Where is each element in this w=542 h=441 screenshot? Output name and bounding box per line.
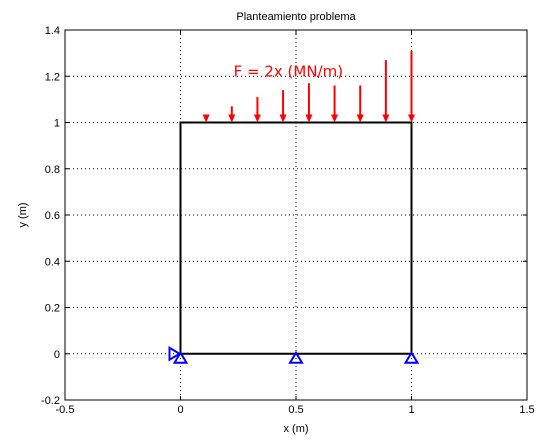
roller-support: [288, 350, 304, 364]
y-tick-label: 0.6: [45, 210, 60, 222]
load-arrow-head: [305, 114, 313, 123]
horizontal-support: [168, 345, 182, 362]
load-arrow-head: [253, 114, 261, 123]
x-tick-label: 0: [177, 404, 183, 416]
y-tick-label: 0.4: [45, 256, 60, 268]
y-tick-label: -0.2: [41, 395, 60, 407]
load-arrow-head: [331, 114, 339, 123]
annotations: F = 2x (MN/m): [234, 63, 343, 81]
load-arrow-head: [279, 114, 287, 123]
x-tick-label: -0.5: [56, 404, 75, 416]
x-axis-label: x (m): [283, 423, 308, 435]
x-tick-label: 1.5: [519, 404, 534, 416]
y-tick-label: 0.8: [45, 164, 60, 176]
x-tick-label: 1: [408, 404, 414, 416]
y-tick-label: 1.4: [45, 25, 60, 37]
load-arrow-head: [356, 114, 364, 123]
load-arrow-head: [202, 114, 210, 123]
load-arrows: [202, 50, 415, 123]
y-tick-label: 1: [54, 118, 60, 130]
chart-title: Planteamiento problema: [236, 11, 356, 23]
load-annotation: F = 2x (MN/m): [234, 63, 343, 81]
axis-ticks: -0.5 0 0.5 1 1.5 -0.2 0 0.2 0.4 0.6 0.8 1 1.2 1.4: [41, 25, 535, 416]
y-tick-label: 1.2: [45, 71, 60, 83]
roller-support: [172, 350, 189, 364]
roller-support: [403, 350, 420, 364]
load-arrow-head: [408, 114, 415, 123]
load-arrow-head: [382, 114, 390, 123]
supports: [168, 345, 420, 364]
y-tick-label: 0.2: [45, 303, 60, 315]
y-axis-label: y (m): [17, 202, 29, 227]
load-arrow-head: [228, 114, 236, 123]
y-tick-label: 0: [54, 349, 60, 361]
x-tick-label: 0.5: [288, 404, 303, 416]
